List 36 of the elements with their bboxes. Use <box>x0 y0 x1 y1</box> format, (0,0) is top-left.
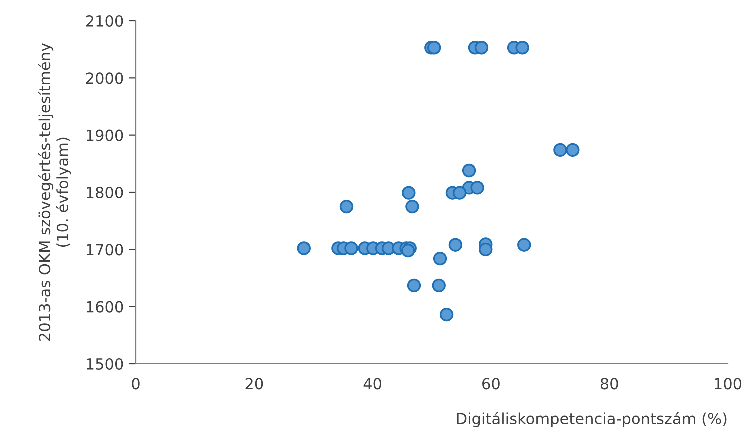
point <box>448 238 463 252</box>
point <box>474 41 489 55</box>
point <box>554 143 568 158</box>
point <box>470 181 484 195</box>
x-axis-title: Digitáliskompetencia-pontszám (%) <box>457 412 727 428</box>
y-tick-label: 2100 <box>86 15 124 28</box>
point <box>433 252 448 266</box>
y-tick-label: 1900 <box>86 130 124 142</box>
point <box>297 242 311 256</box>
y-axis-title: 2013-as OKM szövegértés-teljesítmény (10. évfolyam) <box>38 43 72 341</box>
y-tick-label: 2000 <box>86 72 124 84</box>
y-tick-label: 1800 <box>86 186 124 199</box>
point <box>428 41 442 55</box>
x-tick-label: 0 <box>132 378 140 390</box>
point <box>402 186 416 200</box>
point <box>452 186 467 200</box>
point <box>406 200 420 214</box>
point <box>401 244 416 258</box>
point <box>462 164 476 178</box>
point <box>407 278 422 293</box>
y-tick-label: 1500 <box>86 358 124 370</box>
point <box>432 278 446 293</box>
x-tick-label: 80 <box>600 378 618 390</box>
point <box>440 308 454 322</box>
x-tick-label: 100 <box>715 378 742 390</box>
point <box>479 242 493 257</box>
point <box>566 143 580 158</box>
y-tick-label: 1700 <box>86 244 124 256</box>
x-tick-label: 40 <box>364 378 382 390</box>
y-tick-label: 1600 <box>86 301 124 313</box>
x-tick-label: 20 <box>246 378 264 390</box>
point <box>516 41 530 55</box>
point <box>344 242 358 256</box>
point <box>518 238 532 252</box>
point <box>340 200 354 214</box>
x-tick-label: 60 <box>482 378 500 390</box>
